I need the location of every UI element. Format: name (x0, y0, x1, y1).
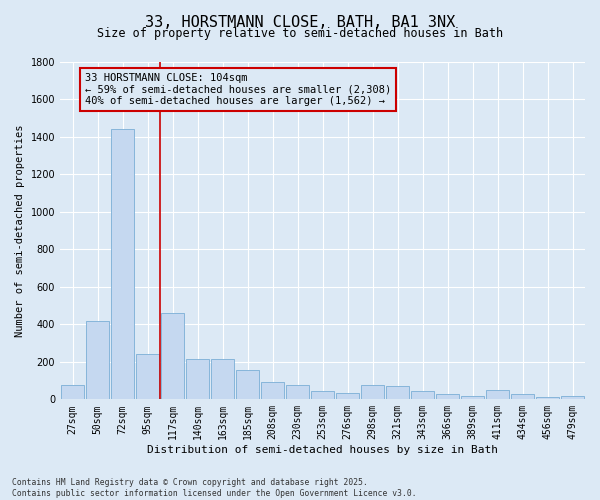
Bar (386, 386, 409, 400)
Bar (86, 322, 109, 400)
Bar (511, 394, 535, 400)
Bar (110, 129, 134, 400)
Text: 33, HORSTMANN CLOSE, BATH, BA1 3NX: 33, HORSTMANN CLOSE, BATH, BA1 3NX (145, 15, 455, 30)
Bar (536, 398, 559, 400)
Text: Contains HM Land Registry data © Crown copyright and database right 2025.
Contai: Contains HM Land Registry data © Crown c… (12, 478, 416, 498)
X-axis label: Distribution of semi-detached houses by size in Bath: Distribution of semi-detached houses by … (147, 445, 498, 455)
Y-axis label: Number of semi-detached properties: Number of semi-detached properties (15, 124, 25, 336)
Bar (335, 393, 359, 400)
Text: 33 HORSTMANN CLOSE: 104sqm
← 59% of semi-detached houses are smaller (2,308)
40%: 33 HORSTMANN CLOSE: 104sqm ← 59% of semi… (85, 73, 391, 106)
Bar (61, 386, 85, 400)
Bar (136, 354, 160, 400)
Bar (211, 359, 235, 400)
Bar (485, 390, 509, 400)
Bar (560, 396, 584, 400)
Bar (260, 382, 284, 400)
Bar (185, 359, 209, 400)
Bar (236, 370, 259, 400)
Text: Size of property relative to semi-detached houses in Bath: Size of property relative to semi-detach… (97, 28, 503, 40)
Bar (161, 313, 184, 400)
Bar (311, 391, 334, 400)
Bar (410, 391, 434, 400)
Bar (461, 396, 484, 400)
Bar (361, 386, 385, 400)
Bar (436, 394, 460, 400)
Bar (286, 386, 310, 400)
